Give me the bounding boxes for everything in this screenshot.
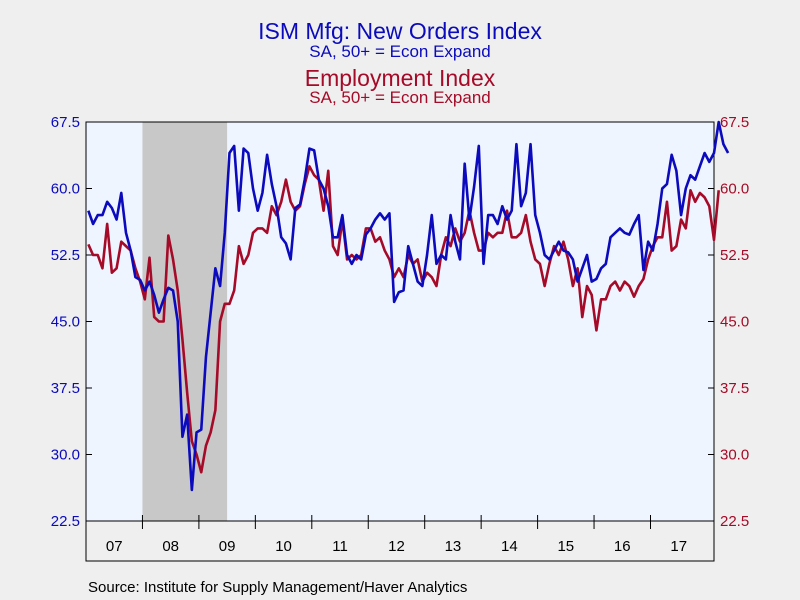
y-tick-label-left: 60.0 [51,181,80,198]
x-tick-label: 07 [106,538,123,555]
y-tick-label-right: 30.0 [720,447,749,464]
x-tick-label: 14 [501,538,518,555]
y-tick-label-right: 45.0 [720,314,749,331]
x-tick-label: 11 [332,538,348,555]
x-tick-label: 16 [614,538,631,555]
y-tick-label-right: 22.5 [720,513,749,530]
y-tick-label-right: 52.5 [720,247,749,264]
x-tick-label: 17 [670,538,687,555]
y-tick-label-left: 67.5 [51,114,80,131]
x-tick-label: 09 [219,538,236,555]
x-tick-label: 15 [557,538,574,555]
y-tick-label-left: 22.5 [51,513,80,530]
series-line-employment [87,165,720,474]
x-tick-label: 13 [445,538,462,555]
x-tick-label: 12 [388,538,405,555]
y-tick-label-left: 30.0 [51,447,80,464]
x-tick-label: 10 [275,538,292,555]
y-tick-label-right: 60.0 [720,181,749,198]
source-note: Source: Institute for Supply Management/… [88,579,468,596]
x-tick-label: 08 [162,538,179,555]
recession-shading [142,122,228,521]
chart-subtitle-employment: SA, 50+ = Econ Expand [309,88,491,107]
y-tick-label-left: 37.5 [51,380,80,397]
chart-title-employment: Employment Index [304,65,496,91]
chart-title-new-orders: ISM Mfg: New Orders Index [258,18,542,44]
y-tick-label-left: 52.5 [51,247,80,264]
y-tick-label-right: 67.5 [720,114,749,131]
y-tick-label-left: 45.0 [51,314,80,331]
chart-subtitle-new-orders: SA, 50+ = Econ Expand [309,42,491,61]
x-axis-box [85,520,715,562]
series-line-new-orders [87,120,730,492]
y-tick-label-right: 37.5 [720,380,749,397]
